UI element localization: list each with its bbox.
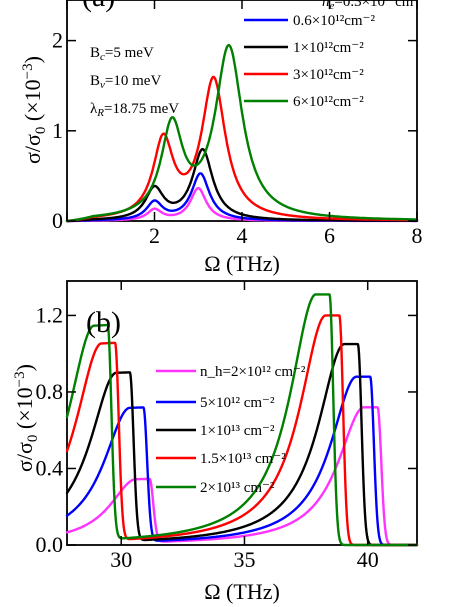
- series-b-line-0: [65, 406, 419, 547]
- legend-b-label-1: 5×10¹² cm⁻²: [200, 395, 275, 411]
- panel-b-ticks: 30 35 40 0.0 0.4 0.8 1.2: [36, 281, 417, 572]
- panel-b-ytick-label: 1.2: [36, 302, 64, 327]
- panel-a-ticks: 2 4 6 8 0 1 2: [52, 0, 423, 248]
- panel-b-xtick-label: 35: [233, 547, 255, 572]
- panel-b-ytick-label: 0.4: [36, 455, 64, 480]
- panel-b-xtick-label: 30: [110, 547, 132, 572]
- panel-b: 30 35 40 0.0 0.4 0.8 1.2 (b) n_h=2×10¹² cm⁻² 5×…: [12, 280, 419, 604]
- panel-a-xtick-label: 6: [324, 223, 335, 248]
- panel-b-ytick-label: 0.8: [36, 379, 64, 404]
- panel-b-label: (b): [86, 306, 121, 339]
- legend-a-label-3: 3×10¹²cm⁻²: [293, 67, 364, 83]
- series-a-line-2: [65, 147, 419, 223]
- panel-a-xtick-label: 8: [412, 223, 423, 248]
- series-a-line-3: [65, 75, 419, 223]
- legend-b-label-0: n_h=2×10¹² cm⁻²: [200, 364, 306, 380]
- panel-a-legend: ne=0.3×1012cm−2 0.6×10¹²cm⁻² 1×10¹²cm⁻² 3×…: [244, 0, 424, 110]
- panel-b-xtick-label: 40: [357, 547, 379, 572]
- legend-b-label-3: 1.5×10¹³ cm⁻²: [200, 451, 286, 467]
- series-b-line-4: [65, 293, 419, 547]
- panel-b-legend: n_h=2×10¹² cm⁻² 5×10¹² cm⁻² 1×10¹³ cm⁻² 1.5…: [156, 364, 306, 496]
- legend-a-header: ne=0.3×1012cm−2: [322, 0, 424, 12]
- legend-b-label-4: 2×10¹³ cm⁻²: [200, 480, 275, 496]
- series-b-line-2: [65, 342, 419, 547]
- series-b-line-1: [65, 375, 419, 547]
- panel-a-ytick-label: 1: [52, 118, 63, 143]
- annotation-bc: Bc=5 meV: [90, 45, 154, 63]
- panel-b-ylabel: σ/σ0 (×10−3): [12, 364, 41, 472]
- panel-b-xlabel: Ω (THz): [204, 579, 280, 604]
- annotation-lambda: λR=18.75 meV: [90, 101, 179, 119]
- legend-a-label-2: 1×10¹²cm⁻²: [293, 40, 364, 56]
- panel-b-ytick-label: 0.0: [36, 532, 64, 557]
- panel-a-xtick-label: 2: [149, 223, 160, 248]
- panel-a: 2 4 6 8 0 1 2 (a) Bc=5 meV Bv=10 meV λR=18.75 …: [20, 0, 424, 276]
- panel-a-ytick-label: 2: [52, 28, 63, 53]
- legend-b-label-2: 1×10¹³ cm⁻²: [200, 423, 275, 439]
- legend-a-label-4: 6×10¹²cm⁻²: [293, 94, 364, 110]
- panel-b-series: [65, 293, 419, 547]
- panel-a-ylabel: σ/σ0 (×10−3): [20, 56, 49, 164]
- panel-a-xlabel: Ω (THz): [204, 251, 280, 276]
- series-a-line-4: [65, 43, 419, 223]
- legend-a-label-1: 0.6×10¹²cm⁻²: [293, 13, 375, 29]
- panel-a-ytick-label: 0: [52, 208, 63, 233]
- panel-a-label: (a): [82, 0, 115, 13]
- panel-a-series: [65, 43, 419, 223]
- annotation-bv: Bv=10 meV: [90, 73, 161, 91]
- panel-a-annotations: Bc=5 meV Bv=10 meV λR=18.75 meV: [90, 45, 179, 119]
- panel-a-xtick-label: 4: [237, 223, 248, 248]
